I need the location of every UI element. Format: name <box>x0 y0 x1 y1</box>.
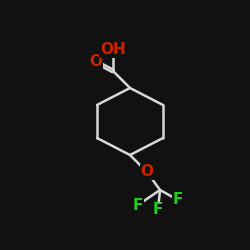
Text: OH: OH <box>100 42 126 58</box>
Text: F: F <box>173 192 183 208</box>
Text: F: F <box>133 198 143 212</box>
Text: O: O <box>140 164 153 180</box>
Text: O: O <box>90 54 102 70</box>
Text: F: F <box>153 202 163 218</box>
